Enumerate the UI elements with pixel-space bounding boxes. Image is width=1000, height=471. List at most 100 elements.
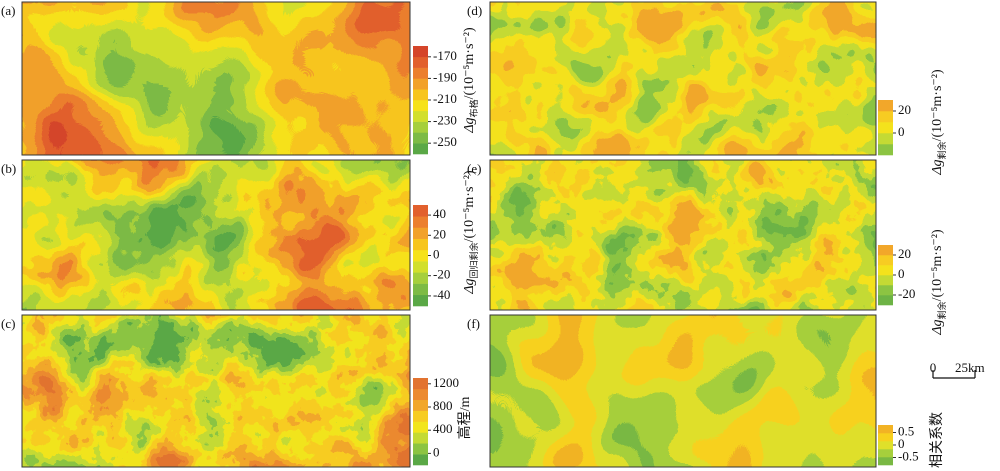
colorbar-swatch (413, 272, 428, 284)
title-symbol: Δg (930, 159, 945, 175)
colorbar-title: Δg剩余/(10⁻⁵m·s⁻²) (930, 229, 947, 336)
title-symbol: 相关系数 (929, 412, 945, 468)
colorbar-swatch (413, 443, 428, 455)
colorbar-tick-label: -210 (433, 91, 457, 106)
colorbar-swatch (413, 216, 428, 228)
colorbar-swatch (878, 295, 893, 306)
colorbar-swatch (878, 425, 893, 434)
map (22, 315, 410, 467)
colorbar-tick-label: 20 (898, 102, 911, 117)
colorbar-swatch (413, 205, 428, 217)
colorbar-swatch (413, 410, 428, 422)
colorbar-tick-label: -250 (433, 134, 457, 149)
map (22, 160, 410, 310)
title-symbol: 高程/m (456, 397, 473, 440)
colorbar-tick-label: -40 (433, 287, 450, 302)
panel-label: (f) (467, 316, 480, 331)
map (490, 2, 876, 155)
colorbar-tick-label: 20 (898, 246, 911, 261)
map-frame (21, 314, 411, 468)
map-frame (489, 159, 877, 311)
colorbar-swatch (413, 121, 428, 133)
colorbar-tick-label: 0.5 (898, 423, 914, 438)
colorbar-swatch (413, 143, 428, 155)
panel-label: (b) (1, 161, 16, 176)
colorbar-swatch (878, 122, 893, 134)
colorbar-title: 高程/m (456, 397, 473, 440)
title-unit: /(10⁻⁵m·s⁻²) (462, 170, 477, 242)
colorbar-swatch (413, 454, 428, 466)
colorbar-swatch (413, 238, 428, 251)
colorbar-title: Δg剩余/(10⁻⁵m·s⁻²) (930, 69, 947, 176)
colorbar-tick-label: 1200 (433, 375, 459, 390)
colorbar-swatch (878, 144, 893, 156)
colorbar-swatch (413, 294, 428, 307)
colorbar-swatch (413, 421, 428, 433)
panel-label: (a) (1, 3, 15, 18)
colorbar-swatch (413, 110, 428, 122)
colorbar-swatch (413, 56, 428, 68)
colorbar-tick-label: 0 (433, 444, 440, 459)
colorbar-title: 相关系数 (929, 412, 945, 468)
colorbar-swatch (413, 67, 428, 79)
colorbar-swatch (413, 399, 428, 411)
title-subscript: 剩余 (936, 301, 947, 319)
title-subscript: 剩余 (936, 141, 947, 159)
title-symbol: Δg (930, 319, 945, 335)
colorbar-swatch (413, 283, 428, 296)
colorbar-swatch (878, 111, 893, 123)
map (490, 160, 876, 310)
map-frame (489, 314, 877, 468)
colorbar-tick-label: -230 (433, 113, 457, 128)
colorbar-swatch (413, 261, 428, 273)
map-frame (489, 1, 877, 156)
colorbar-swatch (413, 249, 428, 262)
colorbar-swatch (413, 100, 428, 112)
colorbar-tick-label: -20 (433, 267, 450, 282)
title-unit: /(10⁻⁵m·s⁻²) (930, 69, 945, 141)
colorbar-swatch (878, 457, 893, 466)
colorbar-tick-label: -0.5 (898, 448, 919, 463)
colorbar-swatch (413, 432, 428, 444)
scale-end: 25km (955, 360, 985, 375)
colorbar-title: Δg回归剩余/(10⁻⁵m·s⁻²) (462, 170, 479, 295)
colorbar-swatch (878, 100, 893, 112)
title-symbol: Δg (462, 117, 477, 133)
colorbar-title: Δg布格/(10⁻⁵m·s⁻²) (462, 27, 479, 134)
colorbar-tick-label: 40 (433, 206, 446, 221)
map-frame (21, 159, 411, 311)
map-frame (21, 1, 411, 156)
title-subscript: 回归剩余 (468, 242, 479, 278)
colorbar-swatch (413, 78, 428, 90)
colorbar-swatch (878, 265, 893, 276)
colorbar-tick-label: -190 (433, 69, 457, 84)
colorbar-swatch (413, 388, 428, 401)
colorbar-swatch (878, 441, 893, 450)
colorbar-tick-label: 0 (898, 266, 905, 281)
colorbar-swatch (878, 255, 893, 266)
map (22, 2, 410, 155)
colorbar-swatch (878, 285, 893, 296)
colorbar-tick-label: 0 (433, 246, 440, 261)
panel-label: (d) (467, 3, 482, 18)
colorbar-tick-label: 0 (898, 124, 905, 139)
colorbar-tick-label: 800 (433, 398, 453, 413)
colorbar-swatch (878, 275, 893, 286)
colorbar-swatch (878, 433, 893, 442)
colorbar-swatch (413, 46, 428, 58)
title-unit: /(10⁻⁵m·s⁻²) (930, 229, 945, 301)
colorbar-swatch (878, 449, 893, 458)
colorbar-tick-label: -170 (433, 48, 457, 63)
colorbar-swatch (413, 89, 428, 101)
colorbar-swatch (413, 378, 428, 390)
colorbar-tick-label: -20 (898, 286, 915, 301)
scale-start: 0 (930, 360, 937, 375)
colorbar-swatch (878, 245, 893, 256)
colorbar-swatch (878, 133, 893, 145)
title-symbol: Δg (462, 278, 477, 294)
map (490, 315, 876, 467)
colorbar-swatch (413, 227, 428, 239)
colorbar-tick-label: 20 (433, 226, 446, 241)
colorbar-tick-label: 400 (433, 421, 453, 436)
